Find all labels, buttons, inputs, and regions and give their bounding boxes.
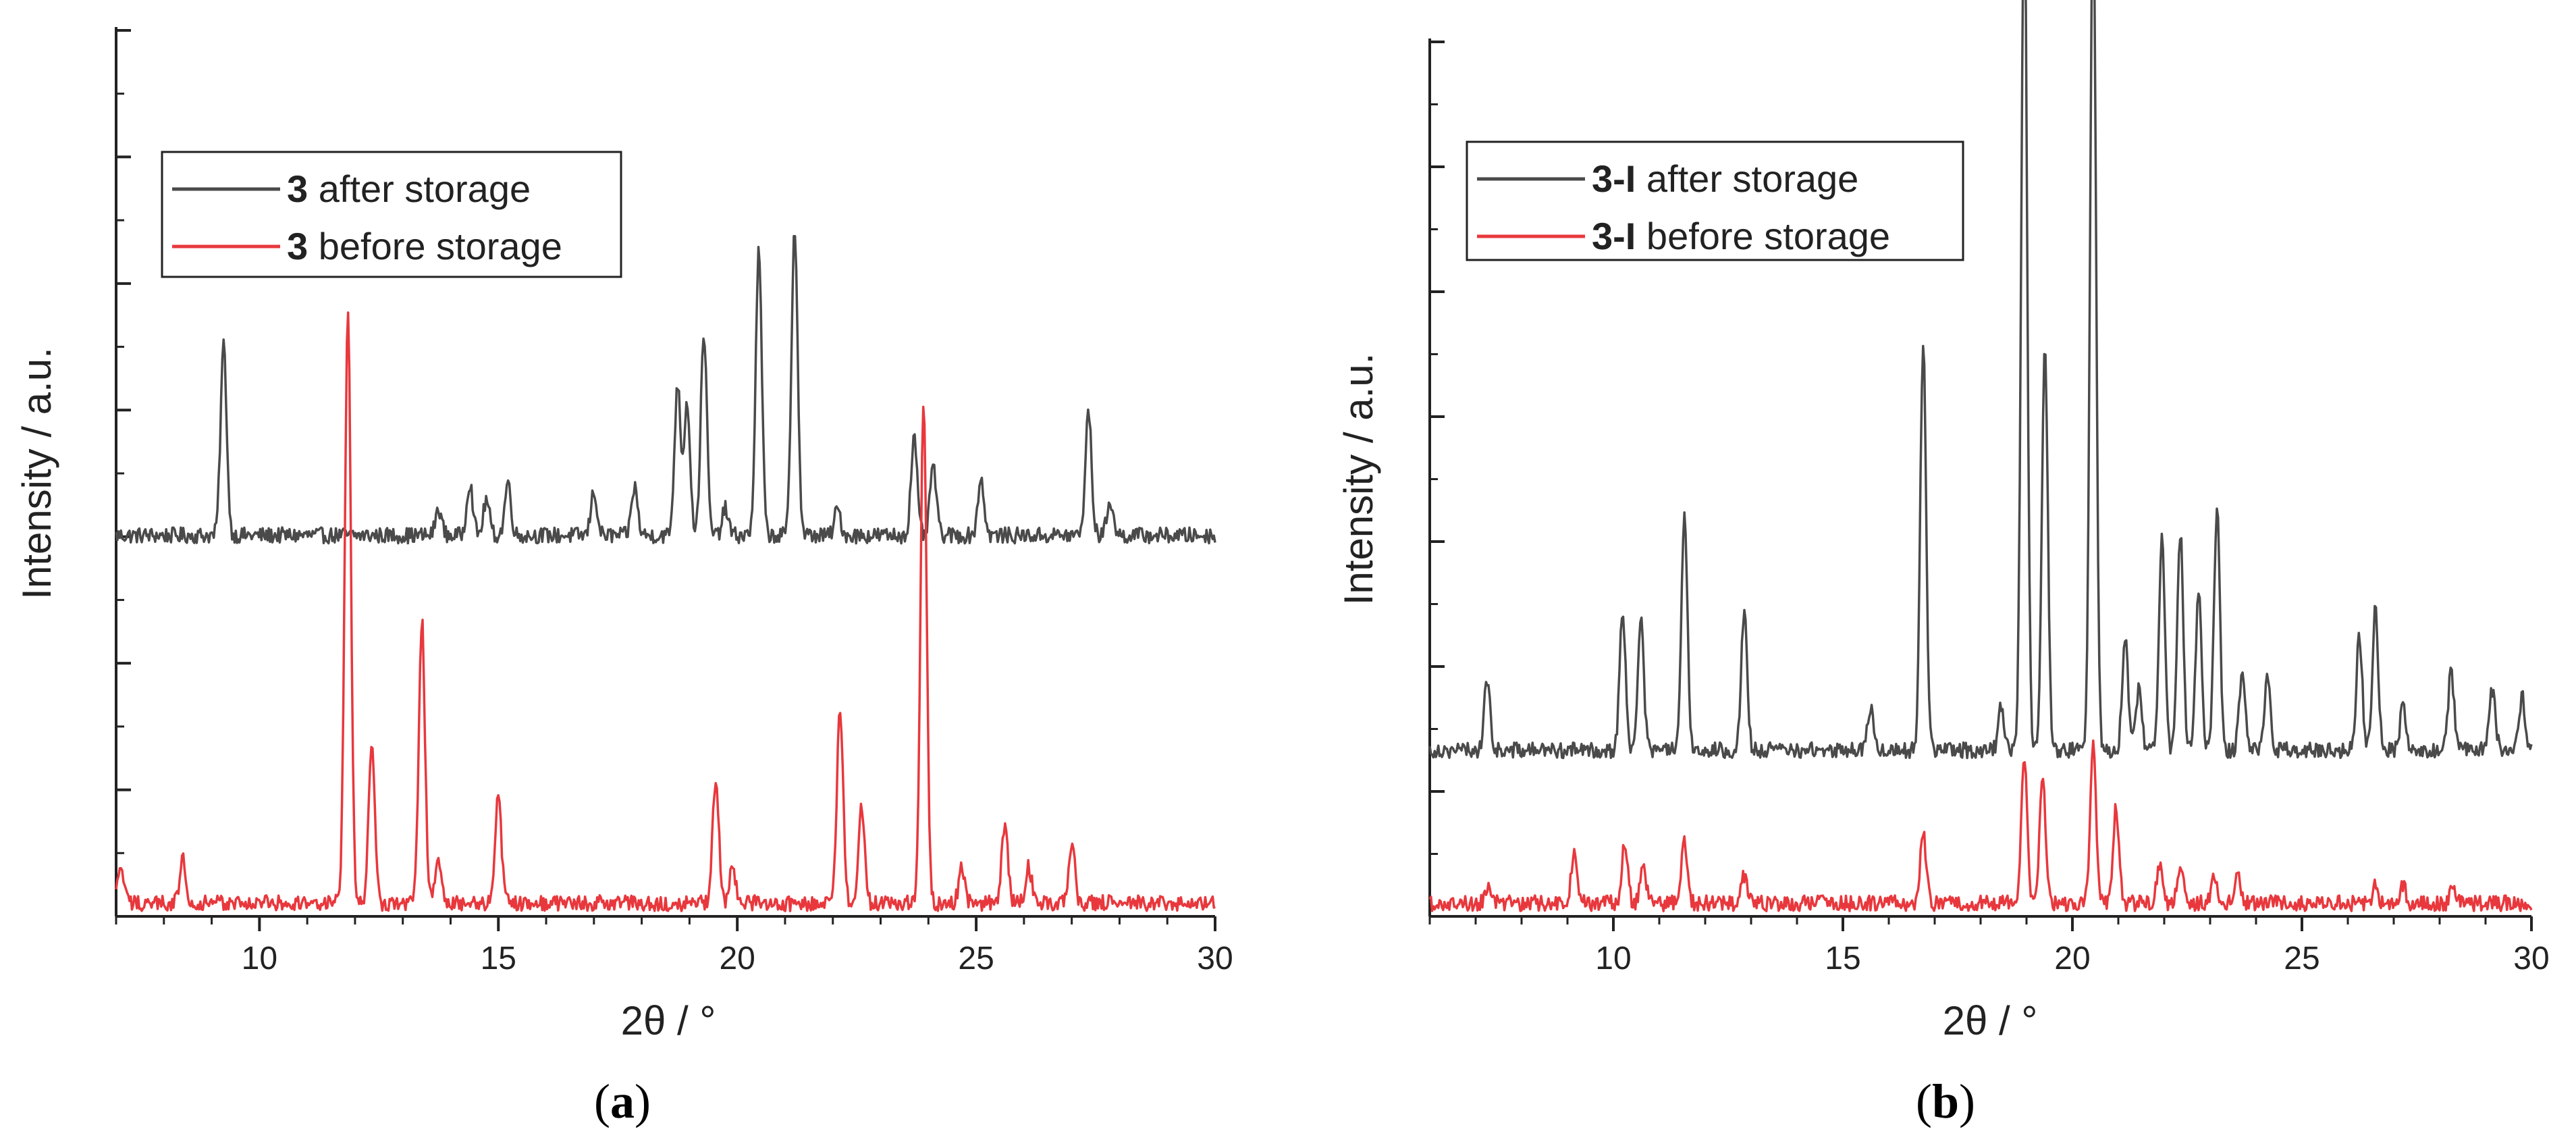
legend-description: before storage	[1636, 215, 1890, 257]
series-before-line	[1428, 739, 2533, 912]
panel-label-letter: a	[610, 1074, 635, 1128]
legend-compound: 3	[287, 225, 308, 267]
legend-label-after: 3-I after storage	[1592, 157, 1858, 200]
panel-label-close: )	[634, 1074, 651, 1128]
x-tick-label: 20	[2054, 941, 2090, 976]
x-axis-label: 2θ / °	[621, 998, 716, 1043]
legend-box	[161, 151, 622, 278]
series-after-line	[115, 235, 1216, 545]
legend-box	[1466, 140, 1964, 261]
series-after-line	[1428, 0, 2533, 760]
x-tick-label: 15	[1825, 941, 1860, 976]
chart-panel-a: 10 15 20 25 30 3 after storage 3 before stora…	[14, 27, 1233, 1130]
x-tick-label: 25	[2284, 941, 2319, 976]
x-tick-label: 30	[2513, 941, 2549, 976]
x-tick-label: 20	[719, 941, 755, 976]
panel-label-b: (b)	[1916, 1074, 1975, 1130]
panel-label-open: (	[1916, 1074, 1932, 1128]
legend-description: after storage	[1636, 157, 1858, 200]
y-axis-label: Intensity / a.u.	[14, 347, 59, 600]
legend-label-after: 3 after storage	[287, 167, 531, 210]
legend-label-before: 3-I before storage	[1592, 215, 1890, 257]
x-tick-label: 25	[958, 941, 994, 976]
legend-compound: 3	[287, 167, 308, 210]
panel-label-open: (	[594, 1074, 610, 1128]
panel-label-letter: b	[1931, 1074, 1960, 1128]
legend-description: after storage	[308, 167, 531, 210]
panel-label-a: (a)	[594, 1074, 651, 1130]
x-tick-label: 10	[242, 941, 277, 976]
x-tick-label: 10	[1595, 941, 1631, 976]
legend-description: before storage	[308, 225, 562, 267]
series-before-line	[115, 311, 1216, 912]
legend-compound: 3-I	[1592, 215, 1636, 257]
x-axis-label: 2θ / °	[1943, 998, 2038, 1043]
x-tick-label: 15	[481, 941, 516, 976]
legend-label-before: 3 before storage	[287, 225, 562, 267]
legend-compound: 3-I	[1592, 157, 1636, 200]
y-axis-label: Intensity / a.u.	[1336, 353, 1381, 606]
x-tick-label: 30	[1197, 941, 1233, 976]
panel-label-close: )	[1959, 1074, 1976, 1128]
chart-panel-b: 10 15 20 25 30 3-I after storage 3-I before s…	[1288, 0, 2576, 1148]
